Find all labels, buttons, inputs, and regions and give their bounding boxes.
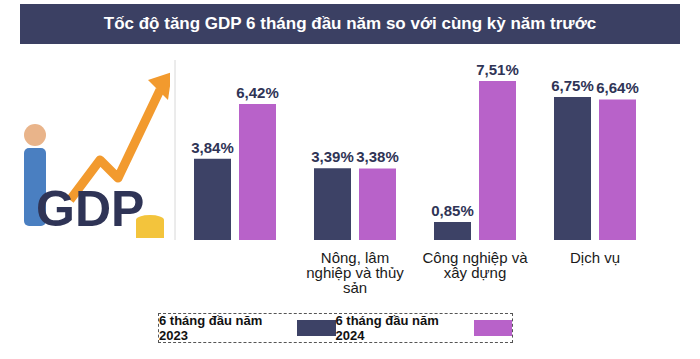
svg-text:6,42%: 6,42%	[236, 84, 279, 101]
svg-text:6,75%: 6,75%	[551, 77, 594, 94]
svg-text:3,39%: 3,39%	[311, 148, 354, 165]
svg-text:3,38%: 3,38%	[356, 148, 399, 165]
svg-text:GDP: GDP	[36, 181, 144, 237]
svg-text:Dịch vụ: Dịch vụ	[570, 249, 620, 266]
svg-text:Công nghiệp vàxây dựng: Công nghiệp vàxây dựng	[422, 249, 528, 281]
svg-text:0,85%: 0,85%	[431, 202, 474, 219]
svg-text:3,84%: 3,84%	[191, 139, 234, 156]
html-text:Tốc độ tăng GDP 6 tháng đầu nă: Tốc độ tăng GDP 6 tháng đầu năm so với c…	[103, 14, 597, 33]
html-text:6 tháng đầu năm 2024: 6 tháng đầu năm 2024	[335, 313, 439, 343]
svg-text:6,64%: 6,64%	[596, 79, 639, 96]
html-text:6 tháng đầu năm 2023: 6 tháng đầu năm 2023	[159, 313, 263, 343]
svg-text:7,51%: 7,51%	[476, 61, 519, 78]
svg-text:Nông, lâmnghiệp và thủysản: Nông, lâmnghiệp và thủysản	[306, 249, 404, 296]
